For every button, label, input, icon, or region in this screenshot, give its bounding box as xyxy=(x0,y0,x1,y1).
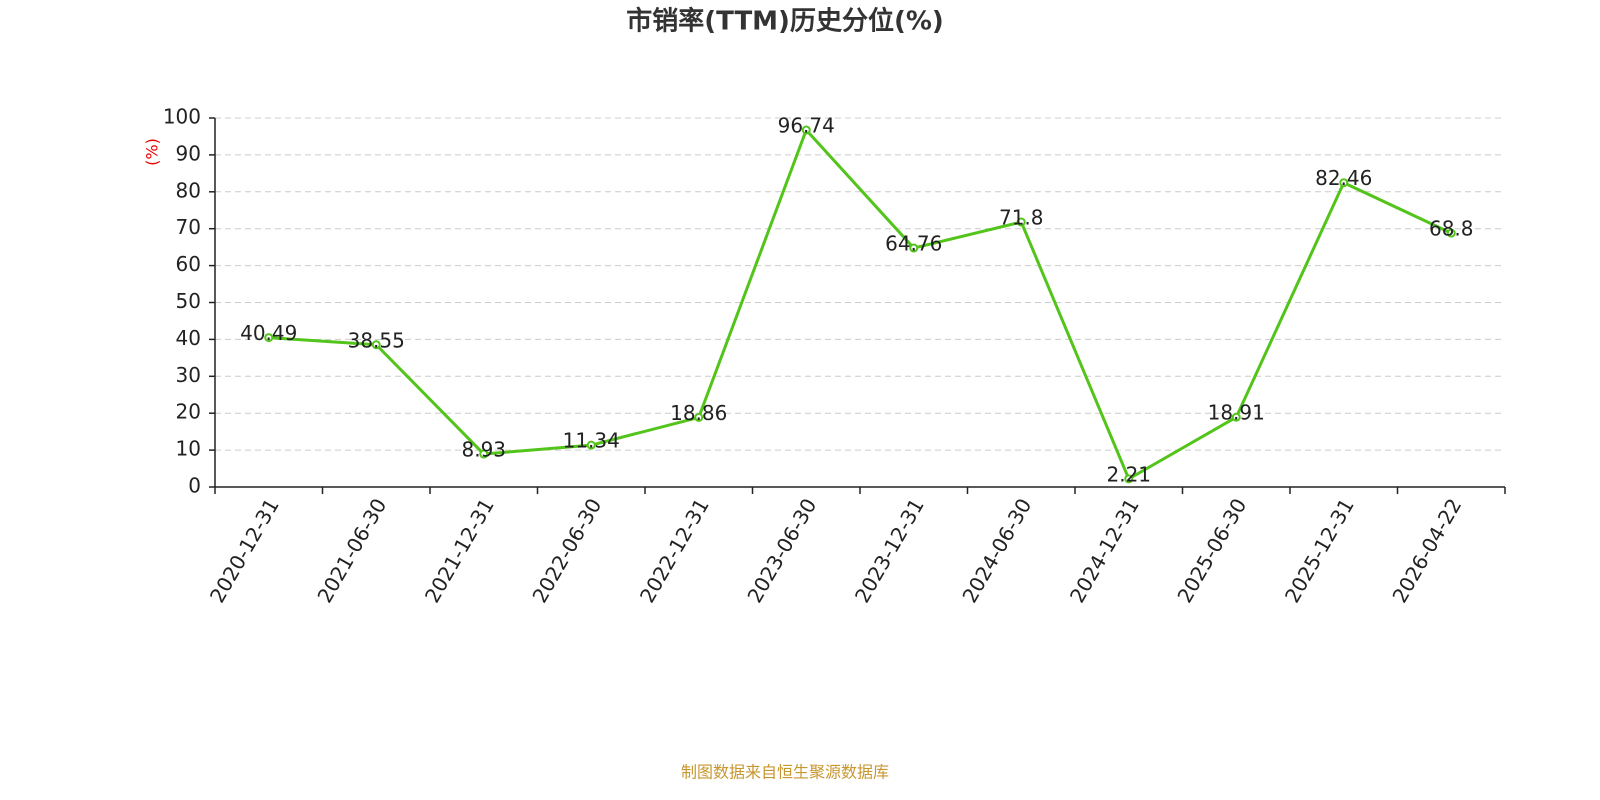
y-tick-label: 80 xyxy=(176,178,201,202)
data-label: 64.76 xyxy=(885,232,942,256)
x-tick-label: 2023-12-31 xyxy=(850,494,929,607)
y-tick-label: 40 xyxy=(176,326,201,350)
data-label: 96.74 xyxy=(778,114,835,138)
data-point xyxy=(586,440,596,450)
y-tick-label: 0 xyxy=(188,474,201,498)
x-tick-label: 2026-04-22 xyxy=(1387,494,1466,607)
data-label: 18.86 xyxy=(670,401,727,425)
y-tick-label: 50 xyxy=(176,289,201,313)
line-series xyxy=(268,128,1452,481)
x-tick-label: 2024-12-31 xyxy=(1065,494,1144,607)
chart-title: 市销率(TTM)历史分位(%) xyxy=(626,6,944,37)
data-label: 11.34 xyxy=(563,429,620,453)
y-tick-label: 10 xyxy=(176,437,201,461)
data-point xyxy=(1339,178,1349,188)
x-tick-label: 2020-12-31 xyxy=(205,494,284,607)
data-label: 71.8 xyxy=(999,206,1044,230)
y-tick-label: 70 xyxy=(176,215,201,239)
x-tick-label: 2022-12-31 xyxy=(635,494,714,607)
x-tick-label: 2021-12-31 xyxy=(420,494,499,607)
y-tick-label: 20 xyxy=(176,400,201,424)
x-tick-label: 2024-06-30 xyxy=(957,494,1036,607)
data-label: 8.93 xyxy=(461,438,506,462)
data-point xyxy=(1016,217,1026,227)
data-point xyxy=(909,243,919,253)
x-tick-label: 2021-06-30 xyxy=(312,494,391,607)
y-tick-label: 100 xyxy=(163,105,201,129)
data-point xyxy=(264,333,274,343)
data-label: 82.46 xyxy=(1315,166,1372,190)
data-point xyxy=(479,449,489,459)
data-point xyxy=(1124,474,1134,484)
x-tick-label: 2025-12-31 xyxy=(1280,494,1359,607)
x-tick-label: 2022-06-30 xyxy=(527,494,606,607)
data-label: 68.8 xyxy=(1429,217,1474,241)
data-point xyxy=(1231,412,1241,422)
y-tick-label: 90 xyxy=(176,141,201,165)
data-label: 40.49 xyxy=(240,321,297,345)
data-label: 18.91 xyxy=(1208,401,1265,425)
source-note: 制图数据来自恒生聚源数据库 xyxy=(681,763,889,782)
data-label: 2.21 xyxy=(1106,462,1151,486)
x-tick-label: 2023-06-30 xyxy=(742,494,821,607)
y-tick-label: 60 xyxy=(176,252,201,276)
data-label: 38.55 xyxy=(348,328,405,352)
data-point xyxy=(801,125,811,135)
data-point xyxy=(1446,228,1456,238)
data-point xyxy=(371,340,381,350)
data-point xyxy=(694,412,704,422)
y-axis-label: (%) xyxy=(143,138,162,166)
x-tick-label: 2025-06-30 xyxy=(1172,494,1251,607)
y-tick-label: 30 xyxy=(176,363,201,387)
